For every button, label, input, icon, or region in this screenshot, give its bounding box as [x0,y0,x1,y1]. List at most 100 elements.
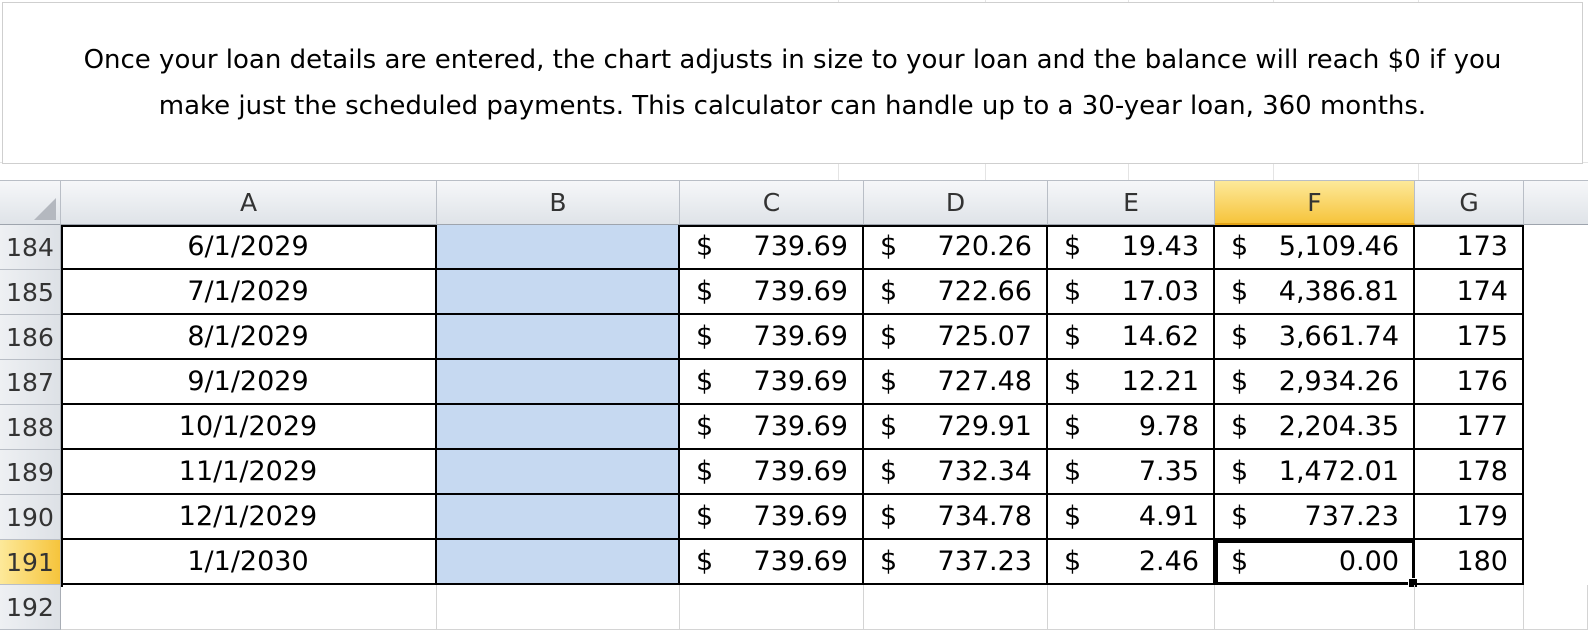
cell-month-number[interactable]: 178 [1415,450,1524,495]
cell-month-number[interactable]: 173 [1415,225,1524,270]
cell-balance[interactable]: $1,472.01 [1215,450,1415,495]
cell-b[interactable] [437,360,680,405]
row-header[interactable]: 192 [0,585,61,630]
cell-principal[interactable]: $727.48 [864,360,1048,405]
cell-interest[interactable]: $12.21 [1048,360,1215,405]
cell-date[interactable]: 9/1/2029 [61,360,437,405]
instruction-text-box[interactable]: Once your loan details are entered, the … [2,2,1583,164]
cell-interest[interactable]: $9.78 [1048,405,1215,450]
table-row: 184 6/1/2029 $739.69 $720.26 $19.43 $5,109.46… [0,225,1588,270]
row-header[interactable]: 190 [0,495,61,540]
column-header-b[interactable]: B [437,180,680,225]
cell-interest[interactable]: $14.62 [1048,315,1215,360]
select-all-button[interactable] [0,180,61,225]
row-header[interactable]: 188 [0,405,61,450]
row-header[interactable]: 187 [0,360,61,405]
cell-payment[interactable]: $739.69 [680,495,864,540]
amount-value: 739.69 [753,231,848,262]
cell-balance[interactable]: $3,661.74 [1215,315,1415,360]
cell-payment[interactable]: $739.69 [680,360,864,405]
cell-interest[interactable]: $7.35 [1048,450,1215,495]
cell-principal[interactable]: $725.07 [864,315,1048,360]
cell-payment[interactable]: $739.69 [680,225,864,270]
column-header-g[interactable]: G [1415,180,1524,225]
row-header[interactable]: 191 [0,540,61,585]
currency-symbol: $ [1231,321,1249,352]
currency-symbol: $ [880,456,898,487]
cell-principal[interactable]: $737.23 [864,540,1048,585]
cell-date[interactable]: 12/1/2029 [61,495,437,540]
cell-balance[interactable]: $5,109.46 [1215,225,1415,270]
active-cell-balance[interactable]: $0.00 [1215,540,1418,588]
cell-month-number[interactable]: 180 [1415,540,1524,585]
table-row: 191 1/1/2030 $739.69 $737.23 $2.46 $0.00 180 [0,540,1588,588]
cell-payment[interactable]: $739.69 [680,270,864,315]
select-all-triangle-icon [34,198,56,220]
cell-principal[interactable]: $720.26 [864,225,1048,270]
cell-payment[interactable]: $739.69 [680,405,864,450]
column-header-next[interactable] [1524,180,1588,225]
cell-principal[interactable]: $734.78 [864,495,1048,540]
currency-symbol: $ [1064,321,1082,352]
row-header[interactable]: 186 [0,315,61,360]
cell-b[interactable] [437,405,680,450]
empty-cell[interactable] [61,585,437,630]
cell-month-number[interactable]: 175 [1415,315,1524,360]
column-header-d[interactable]: D [864,180,1048,225]
amount-value: 739.69 [753,456,848,487]
cell-interest[interactable]: $17.03 [1048,270,1215,315]
column-header-e[interactable]: E [1048,180,1215,225]
currency-symbol: $ [696,411,714,442]
cell-b[interactable] [437,540,680,585]
cell-b[interactable] [437,225,680,270]
currency-symbol: $ [1231,366,1249,397]
column-header-row: A B C D E F G [0,180,1588,225]
empty-cell[interactable] [437,585,680,630]
table-row: 190 12/1/2029 $739.69 $734.78 $4.91 $737.23 17… [0,495,1588,540]
column-header-f[interactable]: F [1215,180,1415,225]
row-header[interactable]: 184 [0,225,61,270]
cell-date[interactable]: 11/1/2029 [61,450,437,495]
cell-b[interactable] [437,450,680,495]
cell-payment[interactable]: $739.69 [680,450,864,495]
cell-interest[interactable]: $4.91 [1048,495,1215,540]
column-header-a[interactable]: A [61,180,437,225]
cell-interest[interactable]: $19.43 [1048,225,1215,270]
cell-date[interactable]: 6/1/2029 [61,225,437,270]
cell-balance[interactable]: $4,386.81 [1215,270,1415,315]
cell-date[interactable]: 1/1/2030 [61,540,437,585]
cell-b[interactable] [437,270,680,315]
cell-date[interactable]: 7/1/2029 [61,270,437,315]
cell-balance[interactable]: $2,204.35 [1215,405,1415,450]
cell-month-number[interactable]: 174 [1415,270,1524,315]
cell-month-number[interactable]: 179 [1415,495,1524,540]
amount-value: 3,661.74 [1278,321,1399,352]
cell-month-number[interactable]: 177 [1415,405,1524,450]
cell-interest[interactable]: $2.46 [1048,540,1215,585]
cell-payment[interactable]: $739.69 [680,540,864,585]
cell-principal[interactable]: $732.34 [864,450,1048,495]
cell-payment[interactable]: $739.69 [680,315,864,360]
cell-balance[interactable]: $737.23 [1215,495,1415,540]
cell-principal[interactable]: $722.66 [864,270,1048,315]
amount-value: 727.48 [937,366,1032,397]
cell-month-number[interactable]: 176 [1415,360,1524,405]
empty-cell[interactable] [864,585,1048,630]
cell-date[interactable]: 10/1/2029 [61,405,437,450]
cell-balance[interactable]: $2,934.26 [1215,360,1415,405]
amount-value: 17.03 [1121,276,1199,307]
cell-b[interactable] [437,495,680,540]
empty-cell[interactable] [680,585,864,630]
amount-value: 734.78 [937,501,1032,532]
empty-cell[interactable] [1415,585,1524,630]
cell-date[interactable]: 8/1/2029 [61,315,437,360]
empty-cell[interactable] [1215,585,1415,630]
empty-cell[interactable] [1048,585,1215,630]
cell-b[interactable] [437,315,680,360]
row-header[interactable]: 185 [0,270,61,315]
empty-cell[interactable] [1524,585,1588,630]
table-row: 188 10/1/2029 $739.69 $729.91 $9.78 $2,204.35… [0,405,1588,450]
column-header-c[interactable]: C [680,180,864,225]
row-header[interactable]: 189 [0,450,61,495]
cell-principal[interactable]: $729.91 [864,405,1048,450]
